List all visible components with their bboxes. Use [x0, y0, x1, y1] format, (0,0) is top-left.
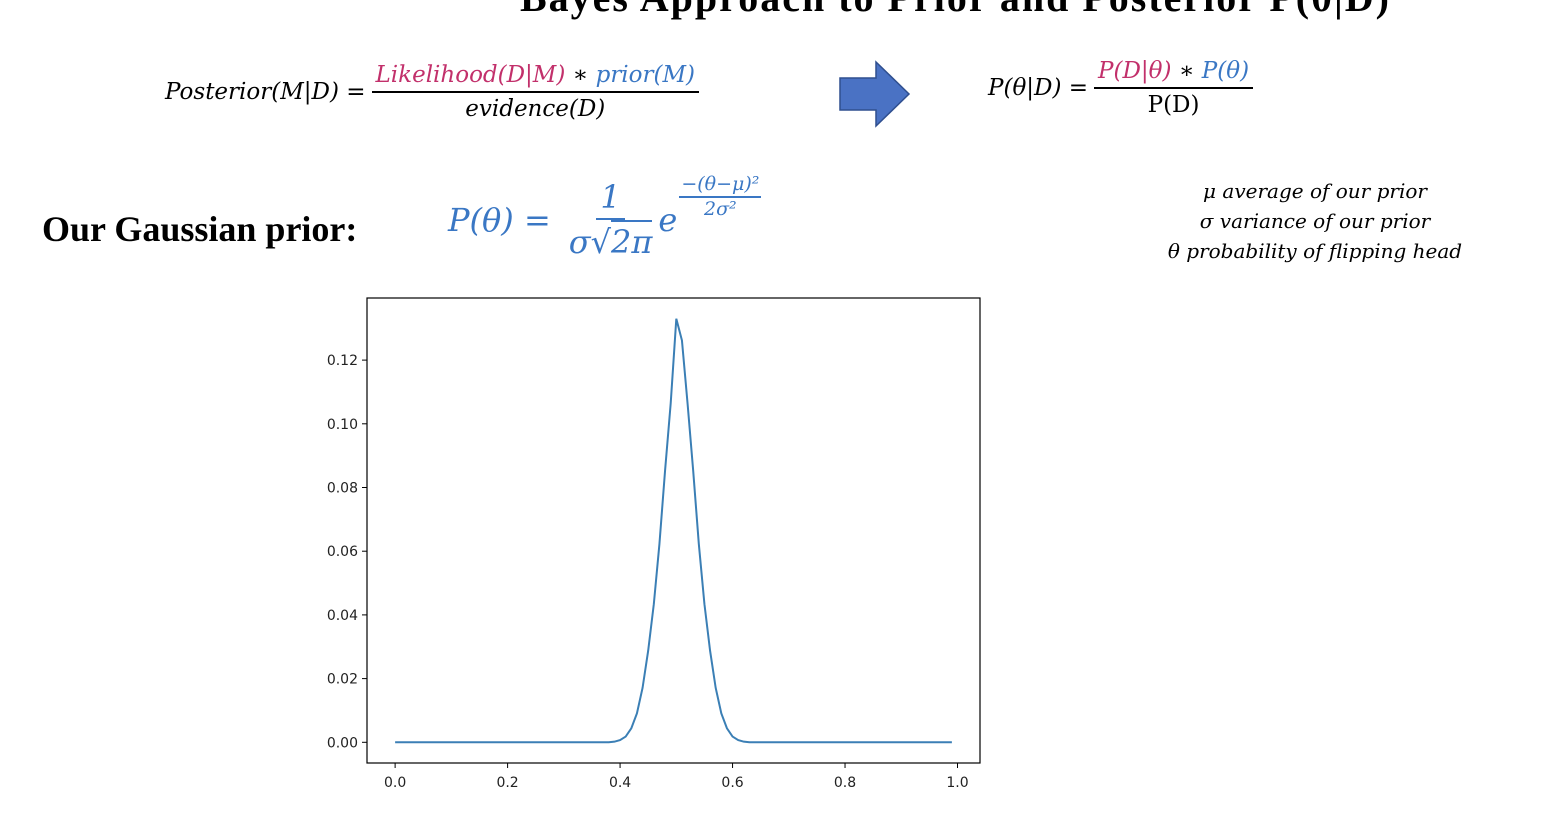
y-tick-label: 0.04 [327, 608, 358, 624]
theta-prior-term: P(θ) [1201, 58, 1250, 84]
y-tick-label: 0.06 [327, 544, 358, 560]
variable-notes: μ average of our prior σ variance of our… [1140, 176, 1490, 266]
y-tick-label: 0.12 [327, 353, 358, 369]
y-tick-label: 0.00 [327, 735, 358, 751]
page-title: Bayes Approach to Prior and Posterior P(… [520, 0, 1391, 21]
note-theta: θ probability of flipping head [1167, 239, 1463, 263]
x-tick-label: 0.4 [609, 775, 631, 791]
bayes-fraction: Likelihood(D|M) ∗ prior(M) evidence(D) [371, 62, 700, 122]
evidence-term: evidence(D) [465, 96, 606, 122]
gaussian-numerator: 1 [596, 178, 625, 220]
euler-e: e [658, 200, 678, 239]
theta-times-sign: ∗ [1171, 58, 1202, 84]
x-tick-label: 1.0 [946, 775, 968, 791]
gaussian-prior-chart: 0.0 0.2 0.4 0.6 0.8 1.0 0.000.020.040.060.080… [327, 297, 981, 791]
exponent-denominator: 2σ² [704, 198, 737, 220]
x-tick-label: 0.2 [496, 775, 518, 791]
theta-evidence-term: P(D) [1147, 92, 1200, 118]
x-tick-label: 0.8 [834, 775, 856, 791]
theta-likelihood-term: P(D|θ) [1098, 58, 1172, 84]
plot-frame [366, 297, 981, 764]
gaussian-lhs: P(θ) = [448, 200, 551, 239]
theta-fraction: P(D|θ) ∗ P(θ) P(D) [1094, 58, 1254, 118]
sqrt-symbol: √ [590, 223, 611, 261]
gaussian-exponent: −(θ−μ)² 2σ² [679, 173, 762, 220]
prior-term: prior(M) [595, 62, 696, 88]
y-axis: 0.00 0.02 0.04 0.06 0.08 0.10 0.12 [327, 353, 367, 751]
x-axis: 0.0 0.2 0.4 0.6 0.8 1.0 [384, 763, 969, 791]
y-tick-label: 0.02 [327, 672, 358, 688]
x-tick-label: 0.6 [721, 775, 743, 791]
gaussian-fraction: 1 σ√2π [565, 178, 657, 261]
y-tick-label: 0.10 [327, 417, 358, 433]
right-arrow-icon [839, 60, 911, 128]
gaussian-denominator: σ√2π [565, 220, 657, 261]
exponent-numerator: −(θ−μ)² [679, 173, 762, 198]
sigma-symbol: σ [568, 223, 591, 261]
times-sign: ∗ [565, 62, 596, 88]
note-sigma: σ variance of our prior [1199, 209, 1431, 233]
sqrt-radicand: 2π [610, 220, 653, 261]
likelihood-term: Likelihood(D|M) [375, 62, 566, 88]
prior-density-line [395, 318, 952, 744]
x-tick-label: 0.0 [384, 775, 406, 791]
gaussian-formula: P(θ) = 1 σ√2π e −(θ−μ)² 2σ² [448, 173, 762, 261]
gaussian-prior-label: Our Gaussian prior: [42, 209, 358, 249]
bayes-theta-formula: P(θ|D) = P(D|θ) ∗ P(θ) P(D) [988, 58, 1254, 118]
y-tick-label: 0.08 [327, 481, 358, 497]
posterior-lhs: Posterior(M|D) = [165, 79, 366, 105]
note-mu: μ average of our prior [1203, 179, 1427, 203]
bayes-formula: Posterior(M|D) = Likelihood(D|M) ∗ prior… [165, 62, 700, 122]
theta-posterior-lhs: P(θ|D) = [988, 75, 1089, 101]
